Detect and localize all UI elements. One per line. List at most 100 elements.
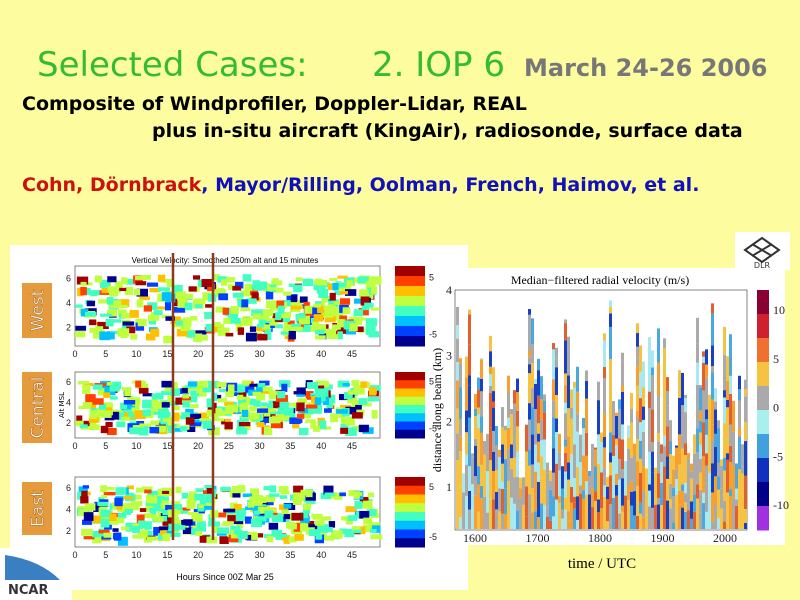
texture (663, 446, 666, 467)
texture (729, 375, 732, 394)
texture (456, 380, 459, 409)
texture (182, 527, 193, 535)
texture (576, 366, 579, 392)
texture (597, 499, 600, 513)
colorbar-segment (395, 494, 425, 504)
texture (233, 529, 243, 535)
texture (185, 408, 194, 414)
texture (167, 395, 174, 403)
texture (639, 422, 642, 441)
texture (172, 520, 181, 528)
left-panel: 2 4 6 0 5 10 15 20 25 30 35 40 45 5 -5 Central Alt MSL (22, 371, 437, 451)
texture (128, 412, 139, 418)
colorbar-segment (395, 380, 425, 389)
case-title: 2. IOP 6 (372, 45, 505, 85)
texture (582, 455, 585, 491)
texture (263, 386, 273, 392)
texture (227, 515, 239, 523)
texture (173, 525, 186, 530)
texture (140, 274, 152, 280)
texture (344, 392, 353, 400)
texture (103, 332, 115, 340)
texture (295, 277, 303, 282)
texture (170, 316, 181, 325)
texture (630, 505, 633, 529)
texture (186, 500, 196, 509)
texture (340, 423, 349, 432)
texture (456, 307, 459, 326)
texture (651, 367, 654, 376)
texture (555, 463, 558, 500)
texture (305, 521, 315, 527)
texture (516, 410, 519, 427)
texture (573, 381, 576, 388)
texture (735, 488, 738, 500)
texture (266, 403, 274, 412)
texture (196, 383, 208, 392)
texture (648, 506, 651, 529)
x-tick-label: 10 (132, 349, 142, 359)
texture (339, 315, 347, 323)
texture (468, 309, 471, 315)
texture (483, 496, 486, 529)
x-tick-label: 15 (162, 550, 172, 560)
texture (657, 504, 660, 529)
texture (507, 375, 510, 393)
texture (317, 305, 326, 314)
texture (555, 499, 558, 529)
texture (564, 385, 567, 403)
texture (642, 406, 645, 420)
texture (184, 302, 193, 311)
texture (744, 396, 747, 422)
texture (684, 394, 687, 398)
texture (107, 276, 117, 283)
texture (690, 471, 693, 479)
texture (594, 501, 597, 529)
texture (684, 493, 687, 503)
texture (334, 290, 343, 295)
texture (591, 460, 594, 489)
texture (630, 491, 633, 506)
texture (564, 471, 567, 498)
texture (265, 494, 276, 503)
texture (699, 458, 702, 473)
texture (130, 334, 138, 340)
texture (609, 432, 612, 453)
texture (167, 417, 175, 426)
texture (315, 520, 325, 526)
texture (693, 434, 696, 454)
texture (293, 523, 302, 532)
texture (328, 394, 336, 404)
texture (81, 528, 93, 536)
texture (305, 419, 316, 423)
texture (304, 305, 315, 314)
texture (179, 426, 188, 432)
texture (150, 420, 160, 425)
texture (684, 502, 687, 512)
texture (237, 426, 245, 433)
texture (519, 497, 522, 521)
texture (261, 413, 272, 420)
right-figure-title: Median−filtered radial velocity (m/s) (511, 273, 689, 287)
texture (678, 397, 681, 411)
texture (149, 287, 161, 293)
texture (495, 426, 498, 446)
colorbar-label: 10 (773, 303, 785, 317)
texture (298, 427, 309, 436)
texture (153, 503, 162, 512)
texture (255, 516, 267, 522)
texture (663, 435, 666, 447)
texture (663, 499, 666, 529)
texture (726, 356, 729, 362)
texture (678, 504, 681, 529)
texture (97, 388, 107, 396)
texture (546, 462, 549, 473)
colorbar-segment (395, 316, 425, 327)
texture (288, 330, 296, 340)
texture (642, 419, 645, 432)
texture (555, 367, 558, 385)
texture (699, 432, 702, 445)
texture (642, 517, 645, 529)
texture (219, 536, 229, 544)
texture (627, 425, 630, 438)
